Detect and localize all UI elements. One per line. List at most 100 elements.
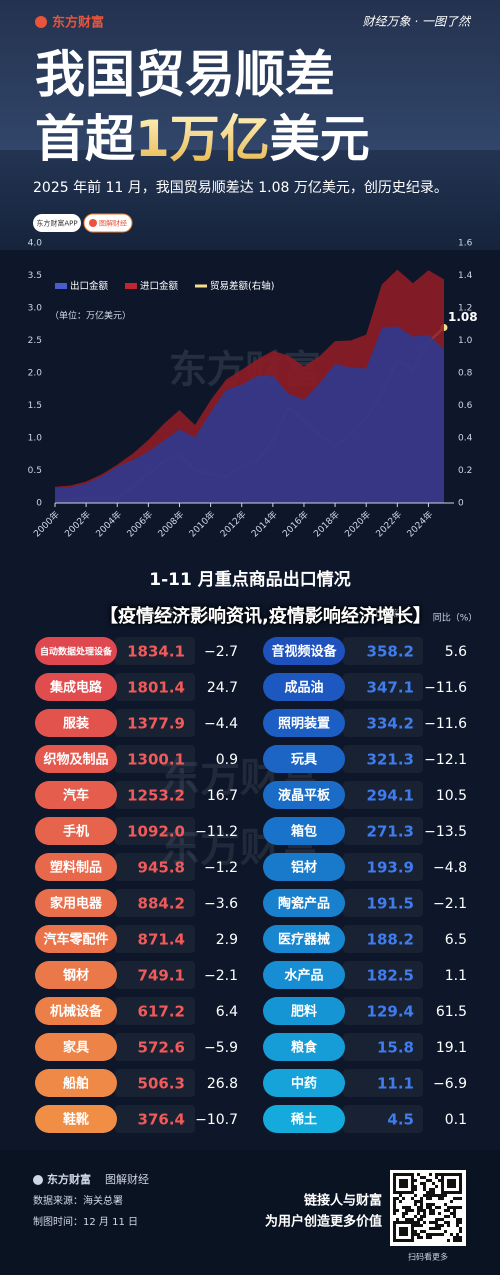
- product-name: 肥料: [291, 1004, 317, 1020]
- yoy: 10.5: [436, 788, 467, 804]
- amount-band: [343, 889, 423, 917]
- qr-code[interactable]: [393, 1173, 462, 1242]
- amount-band: [115, 961, 195, 989]
- legend-swatch: [55, 283, 67, 289]
- amount: 294.1: [367, 787, 414, 805]
- name-pill: [263, 709, 345, 737]
- slogan: 财经万象 · 一图了然: [363, 15, 472, 29]
- data-label: 1.08: [448, 310, 478, 324]
- name-pill: [35, 1069, 117, 1097]
- amount: 1377.9: [127, 715, 185, 733]
- name-pill: [35, 889, 117, 917]
- yoy: 24.7: [207, 680, 238, 696]
- yoy: −13.5: [424, 824, 467, 840]
- amount-band: [343, 709, 423, 737]
- footer-date: 制图时间：12 月 11 日: [33, 1215, 138, 1228]
- amount-band: [115, 1069, 195, 1097]
- yoy: 26.8: [207, 1076, 238, 1092]
- brand-icon: [35, 16, 47, 28]
- product-name: 陶瓷产品: [278, 896, 330, 912]
- yoy: −5.9: [204, 1040, 238, 1056]
- y-tick-label: 0: [36, 499, 42, 509]
- yoy: 0.9: [216, 752, 238, 768]
- amount-band: [115, 925, 195, 953]
- amount-band: [343, 817, 423, 845]
- amount: 884.2: [138, 895, 185, 913]
- name-pill: [35, 781, 117, 809]
- button[interactable]: [83, 213, 133, 233]
- y-tick-label: 2.0: [28, 369, 43, 379]
- yoy: 2.9: [216, 932, 238, 948]
- name-pill: [35, 817, 117, 845]
- amount: 129.4: [367, 1003, 414, 1021]
- button-label[interactable]: 东方财富APP: [36, 219, 77, 228]
- amount-band: [343, 781, 423, 809]
- product-name: 织物及制品: [43, 752, 108, 768]
- column-header: 同比（%）: [433, 612, 478, 624]
- yoy: −2.1: [433, 896, 467, 912]
- amount: 271.3: [367, 823, 414, 841]
- amount: 358.2: [367, 643, 414, 661]
- product-name: 中药: [291, 1076, 317, 1092]
- title-part: 首超: [35, 110, 136, 168]
- yoy: 19.1: [436, 1040, 467, 1056]
- yoy: −4.4: [204, 716, 238, 732]
- y2-tick-label: 0.8: [458, 369, 473, 379]
- footer-brand: 东方财富: [47, 1172, 91, 1186]
- button-label[interactable]: 图解财经: [99, 219, 127, 228]
- y2-tick-label: 0.6: [458, 401, 473, 411]
- yoy: −3.6: [204, 896, 238, 912]
- amount-band: [115, 709, 195, 737]
- name-pill: [35, 673, 117, 701]
- amount-band: [115, 1033, 195, 1061]
- column-header: 出口金额: [366, 608, 402, 620]
- yoy: 6.4: [216, 1004, 238, 1020]
- name-pill: [263, 817, 345, 845]
- brand: 东方财富: [52, 15, 104, 31]
- product-name: 鞋靴: [63, 1112, 89, 1128]
- amount: 1092.0: [127, 823, 185, 841]
- name-pill: [263, 1033, 345, 1061]
- y2-tick-label: 0: [458, 499, 464, 509]
- button-icon: [89, 219, 97, 227]
- y-tick-label: 3.0: [28, 304, 43, 314]
- qr-caption: 扫码看更多: [408, 1252, 448, 1262]
- y-tick-label: 1.5: [28, 401, 42, 411]
- footer-slogan: 链接人与财富: [303, 1193, 382, 1209]
- amount: 182.5: [367, 967, 414, 985]
- product-name: 箱包: [291, 824, 317, 840]
- amount: 334.2: [367, 715, 414, 733]
- amount-band: [343, 1105, 423, 1133]
- y2-tick-label: 0.4: [458, 434, 473, 444]
- yoy: 0.1: [445, 1112, 467, 1128]
- product-name: 服装: [63, 716, 89, 732]
- amount: 1253.2: [127, 787, 185, 805]
- yoy: −1.2: [204, 860, 238, 876]
- amount: 191.5: [367, 895, 414, 913]
- yoy: −11.6: [424, 680, 467, 696]
- button[interactable]: [33, 214, 81, 232]
- y-tick-label: 1.0: [28, 434, 43, 444]
- amount-band: [343, 997, 423, 1025]
- product-name: 液晶平板: [278, 788, 331, 804]
- amount-band: [115, 1105, 195, 1133]
- legend-swatch: [125, 283, 137, 289]
- amount: 4.5: [387, 1111, 414, 1129]
- amount-band: [343, 637, 423, 665]
- y-tick-label: 4.0: [28, 239, 43, 249]
- product-name: 手机: [63, 824, 89, 840]
- name-pill: [35, 1033, 117, 1061]
- yoy: −10.7: [195, 1112, 238, 1128]
- yoy: −2.1: [204, 968, 238, 984]
- product-name: 机械设备: [50, 1004, 103, 1020]
- yoy: −12.1: [424, 752, 467, 768]
- footer-column: 图解财经: [105, 1172, 149, 1186]
- yoy: 16.7: [207, 788, 238, 804]
- column-header: 同比（%）: [204, 612, 249, 624]
- amount-band: [115, 673, 195, 701]
- footer-icon: [33, 1175, 43, 1185]
- amount: 193.9: [367, 859, 414, 877]
- footer-slogan: 为用户创造更多价值: [265, 1214, 382, 1230]
- yoy: −6.9: [433, 1076, 467, 1092]
